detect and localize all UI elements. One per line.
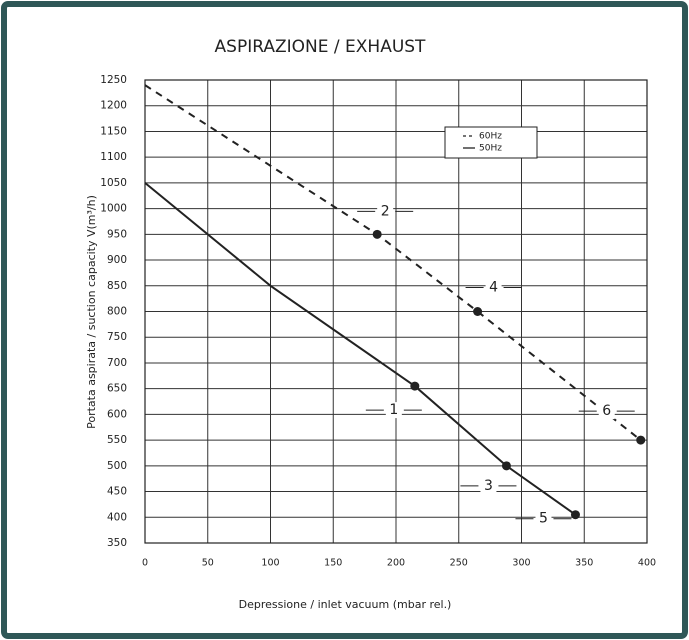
point (570, 510, 580, 520)
y-tick-label: 400 (107, 511, 127, 523)
point-label: 5 (539, 511, 548, 527)
chart-title: ASPIRAZIONE / EXHAUST (215, 37, 427, 57)
label-bg (485, 279, 502, 296)
y-tick-label: 1150 (100, 125, 127, 137)
point-label: 6 (602, 403, 611, 419)
y-tick-label: 1100 (100, 151, 127, 163)
y-tick-label: 700 (107, 357, 127, 369)
legend-label: 60Hz (479, 132, 502, 142)
y-tick-label: 1200 (100, 100, 127, 112)
y-tick-label: 500 (107, 460, 127, 472)
y-tick-label: 1250 (100, 74, 127, 86)
y-tick-label: 950 (107, 228, 127, 240)
point-label: 4 (489, 280, 498, 296)
point-label: 1 (389, 402, 398, 418)
x-tick-label: 300 (512, 558, 530, 569)
x-tick-label: 400 (638, 558, 656, 569)
point (372, 229, 382, 239)
y-tick-label: 350 (107, 537, 127, 549)
legend-box (444, 126, 538, 159)
y-tick-label: 900 (107, 254, 127, 266)
y-tick-label: 800 (107, 306, 127, 318)
y-tick-label: 1000 (100, 203, 127, 215)
point (636, 435, 646, 445)
label-bg (480, 477, 497, 494)
y-tick-label: 450 (107, 486, 127, 498)
y-tick-label: 600 (107, 408, 127, 420)
x-tick-label: 150 (324, 558, 342, 569)
x-axis-label: Depressione / inlet vacuum (mbar rel.) (239, 598, 452, 611)
point (410, 381, 420, 391)
legend-label: 50Hz (479, 144, 502, 154)
y-axis-label: Portata aspirata / suction capacity V(m³… (85, 195, 98, 429)
label-bg (598, 403, 615, 420)
series-line (144, 84, 642, 441)
x-tick-label: 100 (261, 558, 279, 569)
y-tick-label: 850 (107, 280, 127, 292)
x-tick-label: 350 (575, 558, 593, 569)
x-tick-label: 50 (202, 558, 214, 569)
label-bg (535, 510, 552, 527)
x-tick-label: 200 (387, 558, 405, 569)
plot-frame (144, 79, 648, 544)
label-bg (377, 203, 394, 220)
y-tick-label: 550 (107, 434, 127, 446)
y-tick-label: 1050 (100, 177, 127, 189)
y-tick-label: 650 (107, 383, 127, 395)
point (473, 307, 483, 316)
point (501, 461, 511, 471)
point-label: 2 (381, 203, 390, 219)
x-tick-label: 250 (450, 558, 468, 569)
point-label: 3 (484, 478, 493, 494)
x-tick-label: 0 (142, 558, 148, 569)
y-tick-label: 750 (107, 331, 127, 343)
label-bg (385, 402, 402, 419)
